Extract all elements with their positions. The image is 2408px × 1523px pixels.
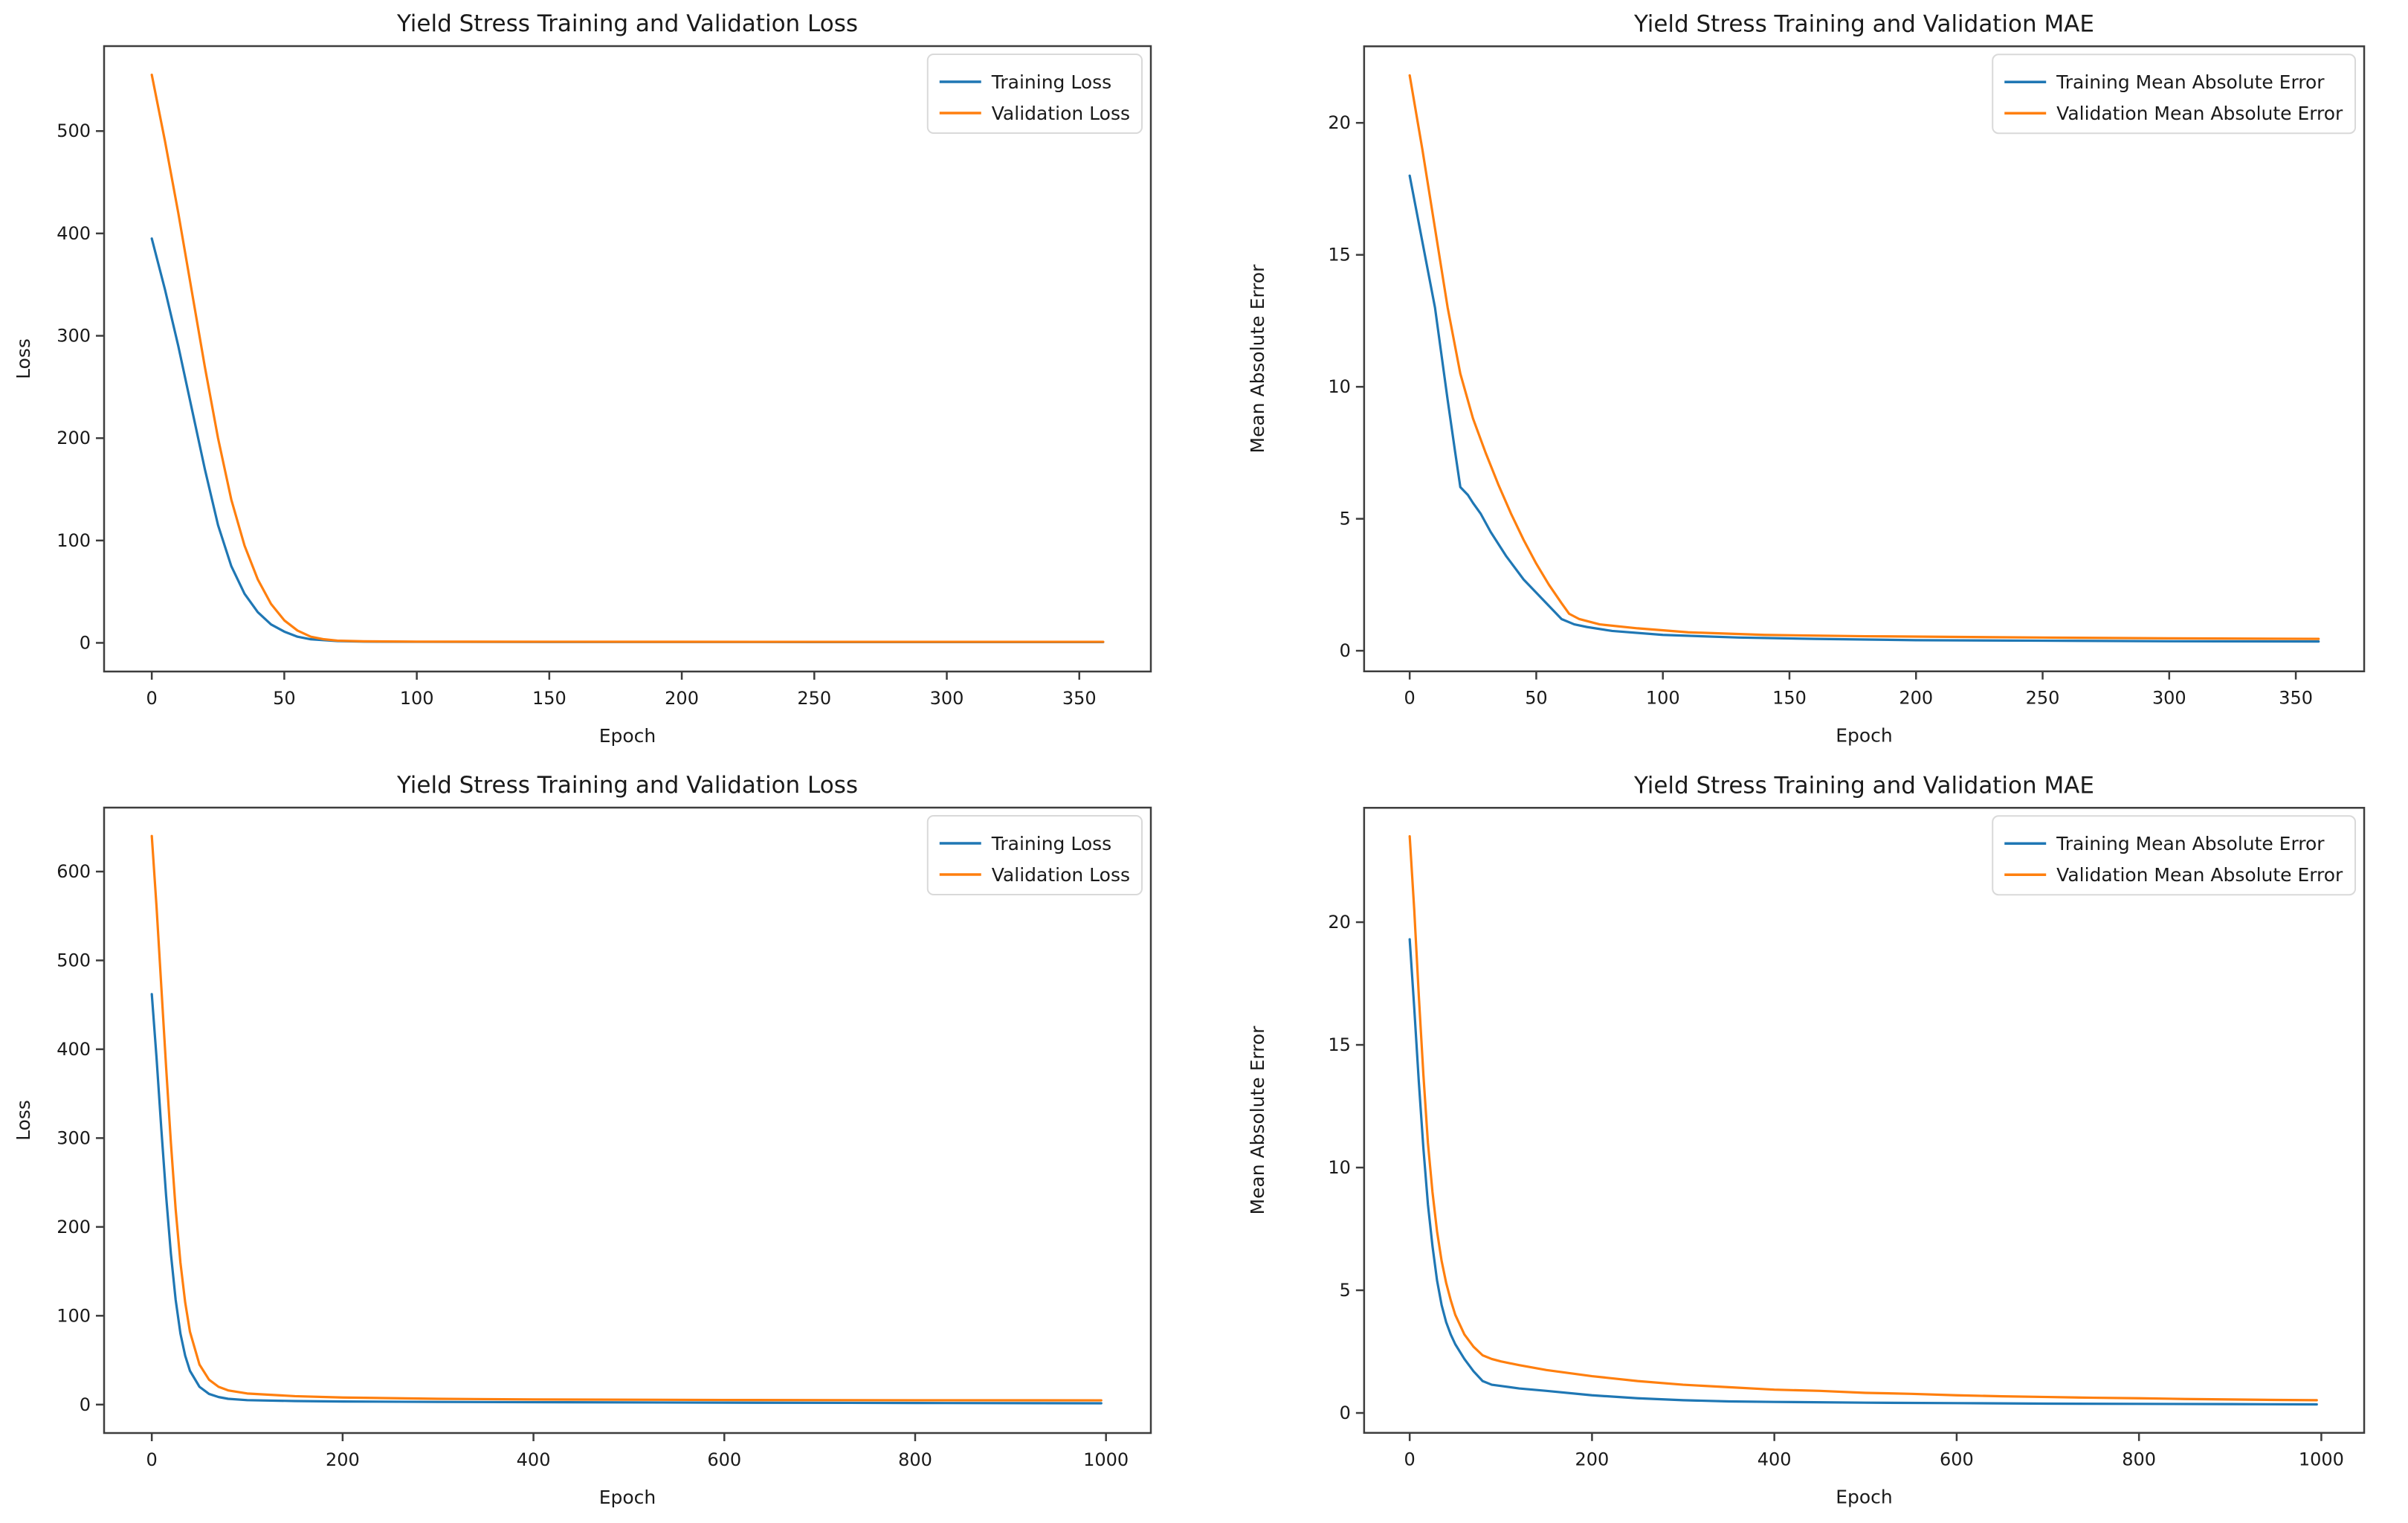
y-tick-label: 5 (1340, 509, 1351, 529)
x-tick-label: 0 (146, 1449, 158, 1470)
series-line-training (1408, 938, 2318, 1406)
x-tick-label: 300 (930, 688, 964, 709)
x-tick-label: 300 (2152, 688, 2186, 709)
x-axis-label: Epoch (1836, 725, 1892, 747)
chart-panel-mae-long-run: 0 200 400 600 800 1000 0 5 10 15 20 Yield Stress Tr… (1204, 762, 2408, 1523)
x-tick-label: 150 (1772, 688, 1807, 709)
x-tick-label: 200 (1899, 688, 1933, 709)
y-tick-label: 100 (57, 530, 91, 551)
chart-mae-long-run: 0 200 400 600 800 1000 0 5 10 15 20 Yield Stress Tr… (1204, 762, 2408, 1523)
x-axis-label: Epoch (599, 725, 656, 747)
y-tick-label: 20 (1328, 912, 1351, 933)
chart-loss-long-run: 0 200 400 600 800 1000 0 100 200 300 400 500 600 Yiel… (0, 762, 1204, 1523)
x-tick-label: 0 (1404, 688, 1416, 709)
x-axis-label: Epoch (1836, 1487, 1892, 1508)
chart-panel-loss-short-run: 0 50 100 150 200 250 300 350 0 100 200 300 400 500 Yie… (0, 0, 1204, 762)
chart-title: Yield Stress Training and Validation MAE (1633, 10, 2094, 37)
x-tick-label: 200 (326, 1449, 360, 1470)
x-tick-label: 250 (2026, 688, 2060, 709)
chart-loss-short-run: 0 50 100 150 200 250 300 350 0 100 200 300 400 500 Yie… (0, 0, 1204, 762)
legend-label: Validation Loss (992, 103, 1130, 124)
chart-panel-mae-short-run: 0 50 100 150 200 250 300 350 0 5 10 15 20 Yield Stres… (1204, 0, 2408, 762)
y-tick-label: 0 (80, 1394, 91, 1415)
y-tick-label: 400 (57, 223, 91, 244)
x-tick-label: 50 (1525, 688, 1548, 709)
legend-label: Training Loss (991, 833, 1111, 854)
chart-panel-loss-long-run: 0 200 400 600 800 1000 0 100 200 300 400 500 600 Yiel… (0, 762, 1204, 1523)
legend-box (1992, 54, 2357, 135)
legend-label: Training Mean Absolute Error (2056, 833, 2325, 854)
x-tick-label: 1000 (2299, 1449, 2344, 1470)
x-tick-label: 150 (532, 688, 567, 709)
plot-border (1363, 807, 2366, 1435)
x-tick-label: 0 (146, 688, 158, 709)
series-line-validation (150, 73, 1105, 643)
x-tick-label: 350 (2279, 688, 2313, 709)
plot-border (1363, 45, 2366, 673)
x-tick-label: 250 (797, 688, 831, 709)
y-tick-label: 10 (1328, 1157, 1351, 1178)
y-axis-label: Loss (13, 1100, 34, 1141)
x-tick-label: 400 (517, 1449, 551, 1470)
legend-box (926, 54, 1143, 134)
legend-box (1992, 815, 2357, 896)
series-line-validation (1408, 74, 2320, 640)
plot-border (103, 806, 1152, 1435)
x-tick-label: 100 (400, 688, 434, 709)
legend-label: Training Loss (991, 71, 1111, 93)
x-tick-label: 100 (1646, 688, 1680, 709)
x-axis-label: Epoch (599, 1487, 656, 1508)
legend-label: Validation Mean Absolute Error (2056, 103, 2343, 124)
y-tick-label: 0 (80, 632, 91, 653)
y-axis-label: Mean Absolute Error (1247, 1025, 1268, 1215)
x-tick-label: 400 (1757, 1449, 1792, 1470)
x-tick-label: 0 (1404, 1449, 1416, 1470)
legend: Training Mean Absolute Error Validation M… (1992, 54, 2357, 135)
y-tick-label: 200 (57, 1217, 91, 1237)
y-axis-label: Loss (13, 338, 34, 379)
x-tick-label: 50 (273, 688, 296, 709)
x-tick-label: 350 (1062, 688, 1097, 709)
y-tick-label: 0 (1340, 640, 1351, 661)
y-tick-label: 500 (57, 950, 91, 970)
series-line-validation (1408, 834, 2318, 1402)
y-tick-label: 300 (57, 1127, 91, 1148)
legend: Training Mean Absolute Error Validation M… (1992, 815, 2357, 896)
x-tick-label: 1000 (1083, 1449, 1129, 1470)
x-tick-label: 200 (665, 688, 699, 709)
legend-label: Validation Loss (992, 864, 1130, 886)
x-tick-label: 800 (2122, 1449, 2156, 1470)
x-tick-label: 600 (707, 1449, 741, 1470)
y-axis-label: Mean Absolute Error (1247, 264, 1268, 454)
chart-mae-short-run: 0 50 100 150 200 250 300 350 0 5 10 15 20 Yield Stres… (1204, 0, 2408, 762)
y-tick-label: 20 (1328, 112, 1351, 133)
plot-border (103, 45, 1152, 673)
y-tick-label: 0 (1340, 1403, 1351, 1423)
legend-label: Validation Mean Absolute Error (2056, 864, 2343, 886)
x-tick-label: 200 (1575, 1449, 1610, 1470)
y-tick-label: 200 (57, 428, 91, 448)
y-tick-label: 400 (57, 1039, 91, 1060)
y-tick-label: 100 (57, 1305, 91, 1326)
y-tick-label: 5 (1340, 1280, 1351, 1301)
y-tick-label: 300 (57, 326, 91, 347)
y-tick-label: 15 (1328, 245, 1351, 265)
legend-label: Training Mean Absolute Error (2056, 71, 2325, 93)
y-tick-label: 500 (57, 120, 91, 141)
y-tick-label: 600 (57, 861, 91, 882)
chart-title: Yield Stress Training and Validation Los… (396, 772, 858, 799)
legend: Training Loss Validation Loss (926, 815, 1143, 895)
legend: Training Loss Validation Loss (926, 54, 1143, 134)
legend-box (926, 815, 1143, 895)
series-line-training (150, 993, 1103, 1405)
series-line-validation (150, 834, 1103, 1402)
x-tick-label: 800 (898, 1449, 932, 1470)
y-tick-label: 10 (1328, 376, 1351, 397)
y-tick-label: 15 (1328, 1034, 1351, 1055)
chart-title: Yield Stress Training and Validation Los… (396, 10, 858, 37)
series-line-training (1408, 174, 2320, 643)
chart-title: Yield Stress Training and Validation MAE (1633, 772, 2094, 799)
x-tick-label: 600 (1940, 1449, 1974, 1470)
